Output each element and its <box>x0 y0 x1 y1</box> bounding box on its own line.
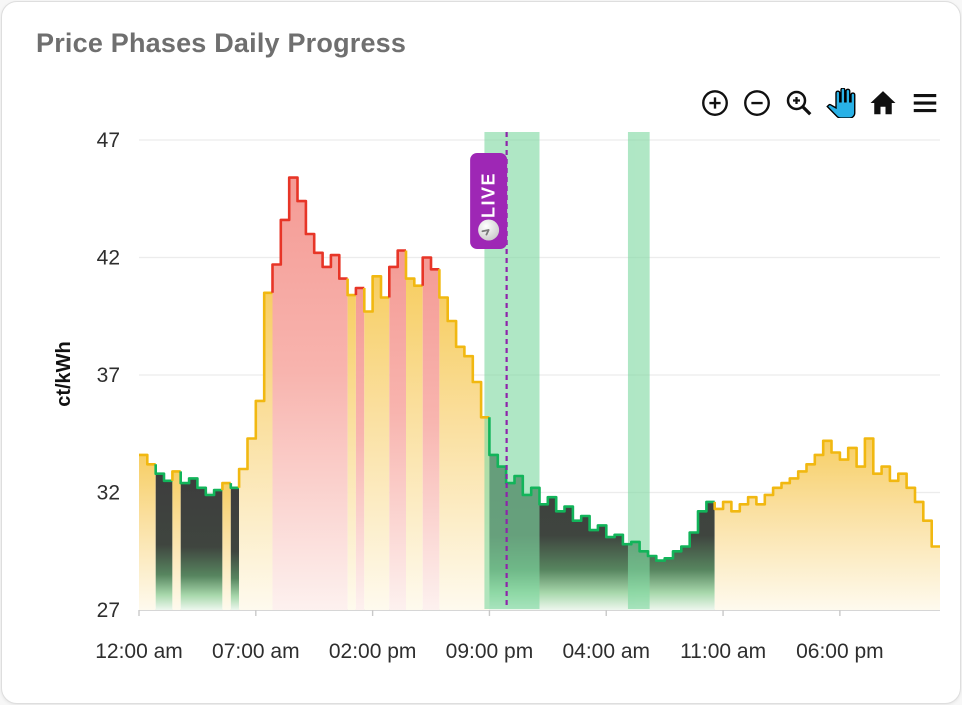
chart-toolbar <box>698 86 942 120</box>
pan-button[interactable] <box>824 86 858 120</box>
zoom-in-button[interactable] <box>698 86 732 120</box>
menu-button[interactable] <box>908 86 942 120</box>
y-tick-label: 47 <box>97 129 120 152</box>
x-tick-label: 09:00 pm <box>446 640 534 663</box>
reset-view-button[interactable] <box>866 86 900 120</box>
x-tick-label: 04:00 am <box>562 640 650 663</box>
y-axis-title: ct/kWh <box>53 341 75 407</box>
zoom-in-circle-icon <box>702 90 728 116</box>
y-tick-label: 32 <box>97 482 120 505</box>
x-tick-label: 12:00 am <box>95 640 183 663</box>
y-tick-label: 42 <box>97 247 120 270</box>
zoom-out-button[interactable] <box>740 86 774 120</box>
x-axis: 12:00 am 07:00 am 02:00 pm 09:00 pm 04:00 am… <box>95 610 884 663</box>
y-axis: 47 42 37 32 27 ct/kWh <box>53 129 120 622</box>
x-tick-label: 06:00 pm <box>796 640 884 663</box>
hamburger-menu-icon <box>913 93 937 113</box>
y-tick-label: 37 <box>97 364 120 387</box>
chart-title: Price Phases Daily Progress <box>36 28 407 58</box>
live-badge: LIVE <box>470 153 508 249</box>
box-zoom-button[interactable] <box>782 86 816 120</box>
cheap-window-bands <box>484 132 650 609</box>
zoom-out-circle-icon <box>744 90 770 116</box>
price-step-lines <box>139 176 940 562</box>
y-tick-label: 27 <box>97 599 120 622</box>
home-icon <box>870 91 896 115</box>
hand-icon <box>826 88 856 118</box>
magnifier-plus-icon <box>786 90 812 116</box>
live-badge-label: LIVE <box>479 172 499 218</box>
x-tick-label: 02:00 pm <box>329 640 417 663</box>
x-tick-label: 11:00 am <box>680 640 766 663</box>
x-tick-label: 07:00 am <box>212 640 300 663</box>
price-area-fills <box>139 177 940 610</box>
